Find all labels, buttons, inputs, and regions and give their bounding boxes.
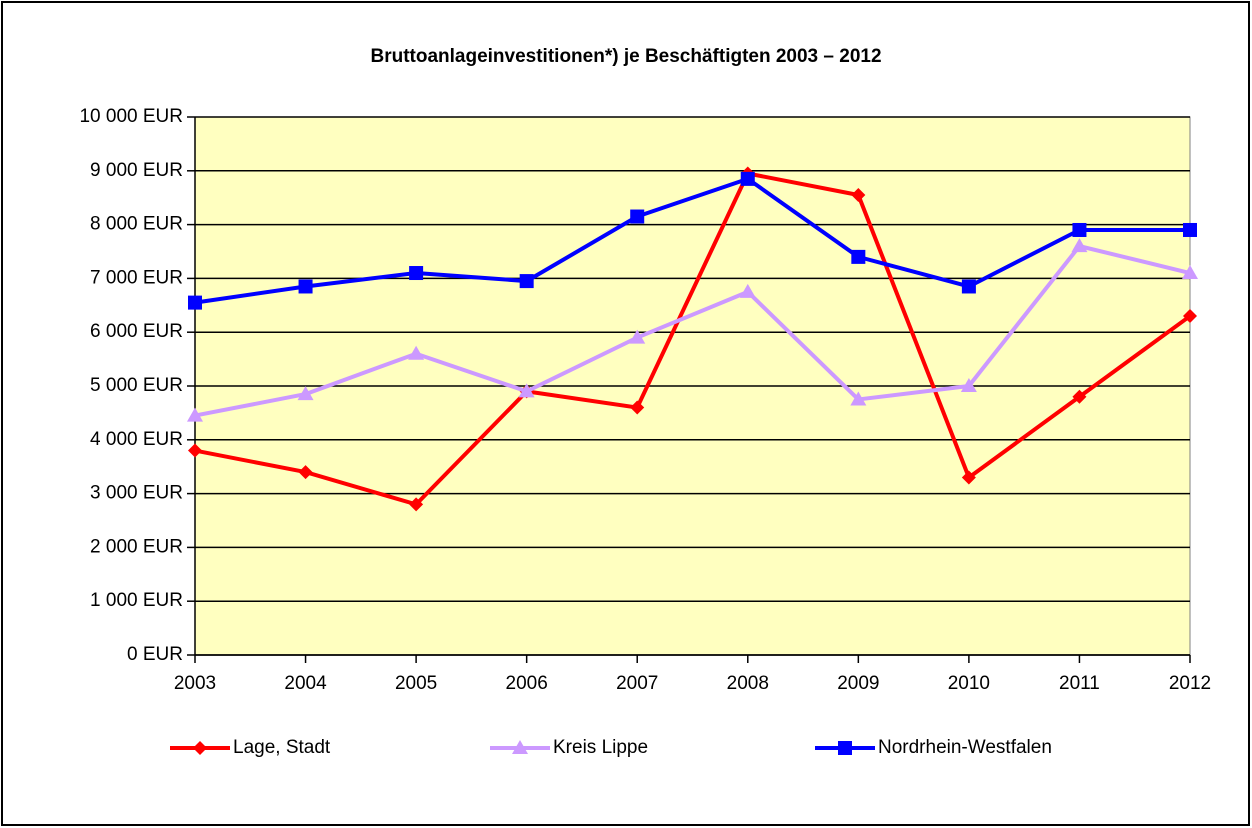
marker — [409, 497, 424, 512]
marker — [1072, 222, 1087, 237]
y-tick-label: 1 000 EUR — [90, 590, 183, 611]
marker — [630, 209, 645, 224]
y-tick-label: 7 000 EUR — [90, 267, 183, 288]
marker — [1182, 265, 1198, 280]
x-tick-label: 2003 — [174, 673, 216, 694]
marker — [298, 279, 313, 294]
y-tick-label: 4 000 EUR — [90, 429, 183, 450]
x-tick-label: 2007 — [616, 673, 658, 694]
marker — [297, 386, 314, 401]
marker — [629, 329, 646, 344]
x-tick-label: 2008 — [727, 673, 769, 694]
y-tick-label: 8 000 EUR — [90, 214, 183, 235]
marker — [1072, 389, 1087, 404]
x-tick-label: 2009 — [837, 673, 879, 694]
y-tick-label: 6 000 EUR — [90, 321, 183, 342]
y-tick-label: 3 000 EUR — [90, 483, 183, 504]
marker — [961, 279, 976, 294]
marker — [188, 443, 202, 458]
marker — [1183, 222, 1197, 237]
marker — [961, 470, 976, 485]
marker — [409, 266, 424, 281]
legend-label: Nordrhein-Westfalen — [878, 737, 1052, 758]
marker — [298, 465, 313, 480]
marker — [739, 283, 756, 298]
marker — [850, 391, 867, 406]
series-line — [194, 171, 1192, 507]
legend-marker — [838, 741, 852, 755]
y-tick-label: 5 000 EUR — [90, 375, 183, 396]
x-tick-label: 2005 — [395, 673, 437, 694]
marker — [630, 400, 645, 415]
series-line — [194, 244, 1191, 418]
marker — [851, 249, 866, 264]
legend-label: Kreis Lippe — [553, 737, 648, 758]
legend-label: Lage, Stadt — [233, 737, 331, 758]
marker — [518, 383, 535, 398]
marker — [740, 171, 755, 186]
x-tick-label: 2006 — [506, 673, 548, 694]
x-tick-label: 2012 — [1169, 673, 1211, 694]
y-tick-label: 0 EUR — [127, 644, 183, 665]
marker — [188, 295, 202, 310]
marker — [1183, 309, 1197, 324]
marker — [1071, 238, 1088, 253]
x-tick-label: 2011 — [1059, 673, 1100, 694]
chart-title: Bruttoanlageinvestitionen*) je Beschäfti… — [370, 46, 881, 67]
marker — [187, 407, 203, 422]
x-tick-label: 2004 — [284, 673, 327, 694]
legend-marker — [193, 741, 207, 755]
y-tick-label: 9 000 EUR — [90, 160, 183, 181]
legend-marker — [512, 740, 528, 754]
marker — [408, 345, 425, 360]
marker — [851, 188, 866, 203]
marker — [960, 378, 977, 392]
series-line — [194, 176, 1190, 305]
marker — [519, 274, 534, 289]
y-tick-label: 2 000 EUR — [90, 536, 183, 557]
y-tick-label: 10 000 EUR — [79, 106, 183, 127]
x-tick-label: 2010 — [948, 673, 990, 694]
